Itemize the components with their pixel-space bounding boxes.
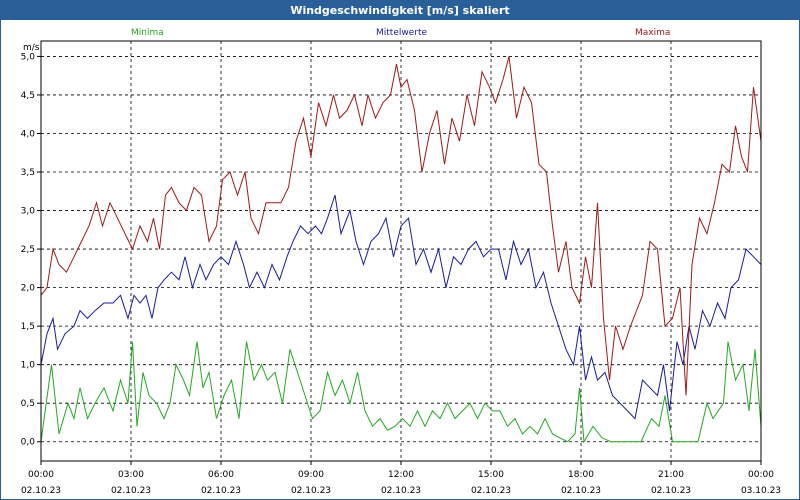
x-tick-time: 18:00 bbox=[568, 470, 594, 480]
x-tick-time: 09:00 bbox=[298, 470, 324, 480]
legend-mittelwerte: Mittelwerte bbox=[376, 28, 427, 38]
y-tick-label: 1,5 bbox=[21, 322, 35, 332]
x-tick-time: 12:00 bbox=[388, 470, 414, 480]
legend-maxima: Maxima bbox=[635, 28, 670, 38]
x-tick-time: 06:00 bbox=[208, 470, 234, 480]
y-axis-unit: m/s bbox=[23, 43, 40, 53]
y-tick-labels: 0,0 0,5 1,0 1,5 2,0 2,5 3,0 3,5 4,0 4,5 5,0 bbox=[21, 52, 41, 448]
legend-minima: Minima bbox=[131, 28, 164, 38]
chart-title: Windgeschwindigkeit [m/s] skaliert bbox=[1, 1, 799, 20]
y-tick-label: 2,0 bbox=[21, 284, 36, 294]
y-tick-label: 0,0 bbox=[21, 438, 36, 448]
y-tick-label: 0,5 bbox=[21, 399, 35, 409]
grid-lines bbox=[41, 41, 761, 461]
x-tick-date: 02.10.23 bbox=[651, 486, 691, 496]
x-tick-date: 02.10.23 bbox=[381, 486, 421, 496]
y-tick-label: 3,0 bbox=[21, 207, 36, 217]
x-tick-date: 02.10.23 bbox=[561, 486, 601, 496]
x-tick-date: 03.10.23 bbox=[741, 486, 781, 496]
series-layer bbox=[40, 56, 762, 444]
x-tick-date: 02.10.23 bbox=[201, 486, 241, 496]
y-tick-label: 5,0 bbox=[21, 52, 36, 62]
x-tick-time: 03:00 bbox=[118, 470, 144, 480]
y-tick-label: 4,5 bbox=[21, 91, 35, 101]
y-tick-label: 1,0 bbox=[21, 361, 36, 371]
y-tick-label: 3,5 bbox=[21, 168, 35, 178]
series-line-minima bbox=[40, 341, 762, 444]
x-tick-time: 00:00 bbox=[28, 470, 54, 480]
x-tick-date: 02.10.23 bbox=[111, 486, 151, 496]
x-tick-date: 02.10.23 bbox=[21, 486, 61, 496]
series-line-mittelwerte bbox=[40, 194, 762, 420]
x-tick-labels: 00:00 02.10.23 03:00 02.10.23 06:00 02.10.23 0… bbox=[21, 461, 781, 496]
x-tick-time: 15:00 bbox=[478, 470, 504, 480]
y-tick-label: 4,0 bbox=[21, 129, 36, 139]
x-tick-date: 02.10.23 bbox=[291, 486, 331, 496]
x-tick-date: 02.10.23 bbox=[471, 486, 511, 496]
x-tick-time: 21:00 bbox=[658, 470, 684, 480]
series-line-maxima bbox=[40, 56, 762, 396]
x-tick-time: 00:00 bbox=[748, 470, 774, 480]
y-tick-label: 2,5 bbox=[21, 245, 35, 255]
